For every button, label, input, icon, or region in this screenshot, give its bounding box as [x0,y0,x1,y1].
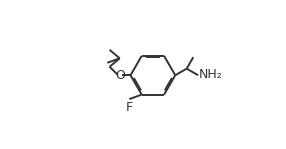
Text: NH₂: NH₂ [199,68,223,81]
Text: F: F [126,101,133,114]
Text: O: O [115,69,125,82]
